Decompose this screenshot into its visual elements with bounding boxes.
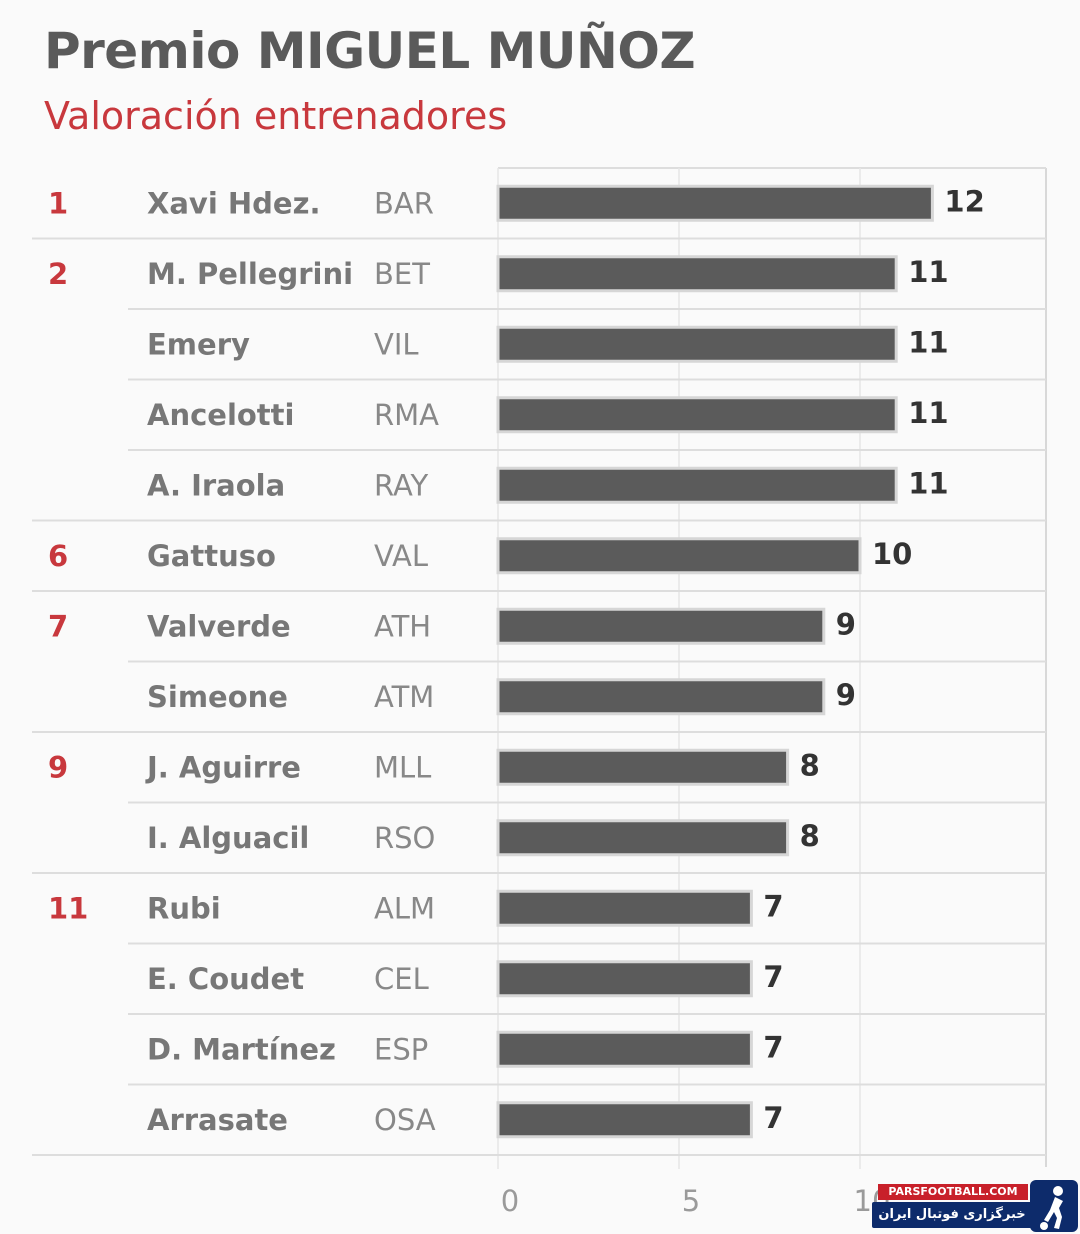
team-code: VAL: [374, 539, 428, 573]
bar: [496, 396, 898, 434]
value-label: 8: [800, 748, 820, 782]
team-code: ATM: [374, 680, 434, 714]
team-code: ATH: [374, 609, 431, 643]
team-code: BAR: [374, 186, 434, 220]
value-label: 7: [763, 1030, 783, 1064]
bar: [496, 1101, 753, 1139]
coach-name: Valverde: [147, 609, 291, 643]
rank-label: 9: [48, 750, 68, 784]
team-code: RMA: [374, 398, 439, 432]
value-label: 9: [836, 607, 856, 641]
value-label: 12: [944, 184, 984, 218]
value-label: 7: [763, 889, 783, 923]
team-code: RAY: [374, 468, 429, 502]
team-code: ESP: [374, 1032, 428, 1066]
team-code: OSA: [374, 1103, 436, 1137]
team-code: BET: [374, 257, 430, 291]
coach-name: Gattuso: [147, 539, 276, 573]
watermark-tagline: خبرگزاری فوتبال ایران: [872, 1202, 1032, 1228]
coach-name: Xavi Hdez.: [147, 186, 320, 220]
x-tick-label: 0: [501, 1184, 519, 1218]
value-label: 8: [800, 819, 820, 853]
coach-name: D. Martínez: [147, 1032, 336, 1066]
bar: [496, 889, 753, 927]
coach-name: Emery: [147, 327, 250, 361]
bar: [496, 678, 826, 716]
coach-name: M. Pellegrini: [147, 257, 353, 291]
rank-label: 2: [48, 257, 68, 291]
value-label: 11: [908, 255, 948, 289]
bar: [496, 466, 898, 504]
value-label: 11: [908, 466, 948, 500]
rank-label: 7: [48, 609, 68, 643]
coach-name: Simeone: [147, 680, 288, 714]
bar: [496, 255, 898, 293]
bar: [496, 1030, 753, 1068]
value-label: 11: [908, 396, 948, 430]
bar: [496, 819, 790, 857]
coach-name: Ancelotti: [147, 398, 294, 432]
value-label: 10: [872, 537, 912, 571]
coach-name: E. Coudet: [147, 962, 304, 996]
coach-name: Rubi: [147, 891, 221, 925]
value-label: 7: [763, 1101, 783, 1135]
rank-label: 1: [48, 186, 68, 220]
watermark-player-icon: [1030, 1180, 1078, 1232]
coach-name: A. Iraola: [147, 468, 285, 502]
rank-label: 6: [48, 539, 68, 573]
coach-name: Arrasate: [147, 1103, 288, 1137]
bar: [496, 748, 790, 786]
chart-subtitle: Valoración entrenadores: [44, 94, 508, 138]
coach-name: I. Alguacil: [147, 821, 309, 855]
team-code: CEL: [374, 962, 429, 996]
watermark-logo: PARSFOOTBALL.COM خبرگزاری فوتبال ایران: [872, 1180, 1078, 1232]
value-label: 9: [836, 678, 856, 712]
team-code: ALM: [374, 891, 435, 925]
team-code: VIL: [374, 327, 419, 361]
team-code: MLL: [374, 750, 431, 784]
bar: [496, 607, 826, 645]
watermark-site: PARSFOOTBALL.COM: [878, 1184, 1028, 1200]
bar: [496, 960, 753, 998]
bar: [496, 537, 862, 575]
coach-name: J. Aguirre: [145, 750, 301, 784]
rank-label: 11: [48, 891, 88, 925]
x-tick-label: 5: [682, 1184, 700, 1218]
value-label: 7: [763, 960, 783, 994]
value-label: 11: [908, 325, 948, 359]
bar: [496, 325, 898, 363]
chart-title: Premio MIGUEL MUÑOZ: [44, 22, 696, 80]
team-code: RSO: [374, 821, 435, 855]
bar: [496, 184, 934, 222]
